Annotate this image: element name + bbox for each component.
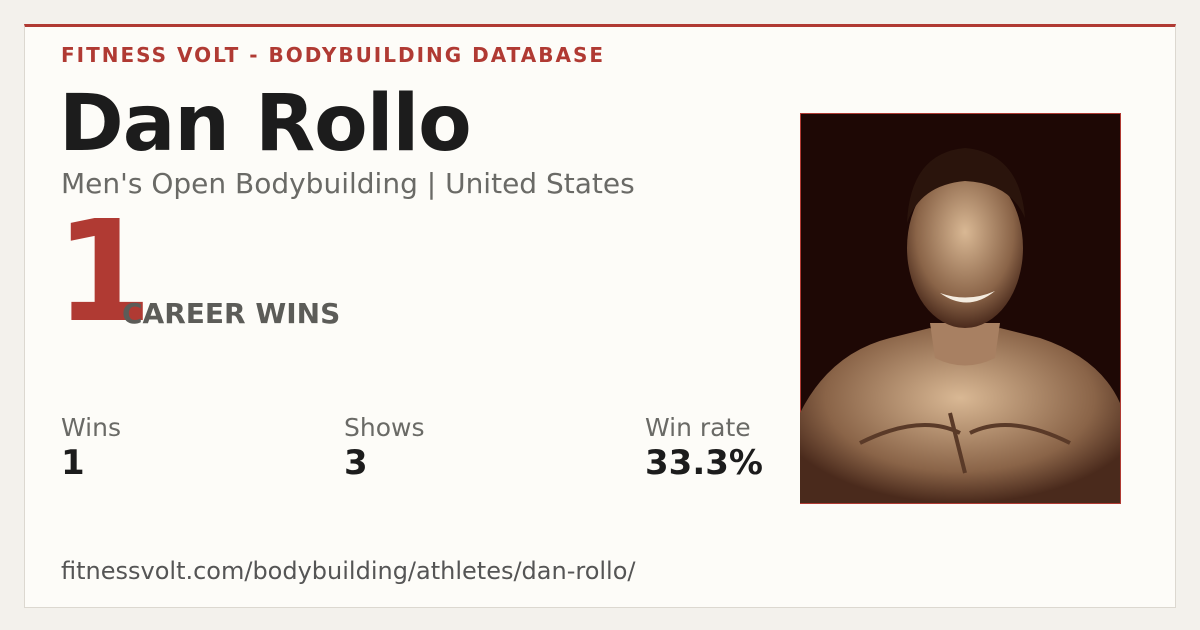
url: fitnessvolt.com/bodybuilding/athletes/da… [61,557,636,585]
brand: FITNESS VOLT - BODYBUILDING DATABASE [61,43,606,67]
stat-value: 1 [61,443,85,483]
stat-label: Wins [61,413,121,442]
stat-label: Shows [344,413,425,442]
athlete-subtitle: Men's Open Bodybuilding | United States [61,167,635,200]
stat-label: Win rate [645,413,751,442]
stat-value: 3 [344,443,368,483]
card: FITNESS VOLT - BODYBUILDING DATABASE Dan… [24,24,1176,608]
highlight-label: CAREER WINS [122,297,341,330]
athlete-photo [800,113,1121,504]
highlight-number: 1 [55,191,153,354]
athlete-name: Dan Rollo [59,79,472,169]
stat-value: 33.3% [645,443,763,483]
